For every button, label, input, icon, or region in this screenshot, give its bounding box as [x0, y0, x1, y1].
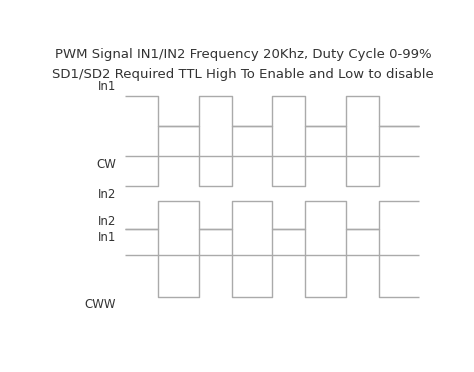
Text: In2: In2 — [98, 188, 116, 201]
Text: In1: In1 — [98, 80, 116, 93]
Text: CWW: CWW — [85, 298, 116, 311]
Text: SD1/SD2 Required TTL High To Enable and Low to disable: SD1/SD2 Required TTL High To Enable and … — [52, 68, 434, 81]
Text: In1: In1 — [98, 231, 116, 244]
Text: In2: In2 — [98, 215, 116, 228]
Text: PWM Signal IN1/IN2 Frequency 20Khz, Duty Cycle 0-99%: PWM Signal IN1/IN2 Frequency 20Khz, Duty… — [55, 48, 431, 61]
Text: CW: CW — [96, 158, 116, 171]
